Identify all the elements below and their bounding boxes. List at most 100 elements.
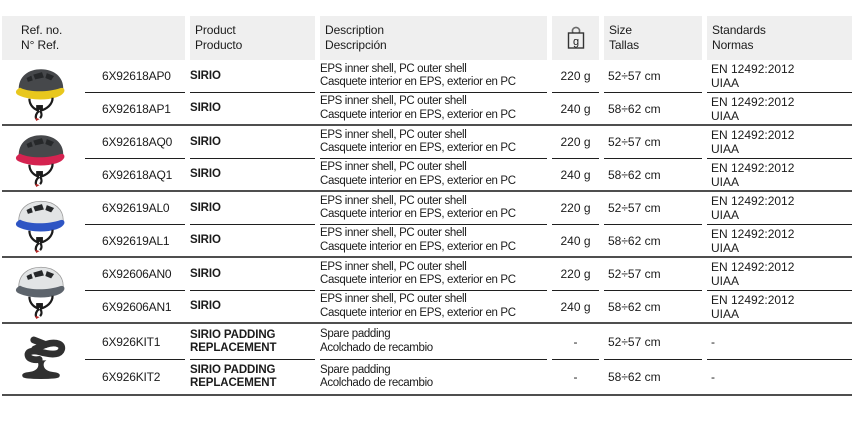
ref-no-cell: 6X92618AP1 (85, 92, 185, 124)
weight-cell: 240 g (552, 92, 599, 124)
header-description-es: Descripción (325, 38, 387, 52)
description-cell: Spare padding Acolchado de recambio (320, 359, 547, 394)
table-row-group: 6X92619AL0 SIRIO EPS inner shell, PC out… (2, 192, 852, 258)
standards-cell: - (707, 324, 852, 359)
description-cell: EPS inner shell, PC outer shell Casquete… (320, 60, 547, 92)
spare-padding-image (2, 324, 80, 394)
helmet-dark-yellow-image (2, 60, 80, 124)
standard-line-1: - (711, 370, 715, 384)
description-en: EPS inner shell, PC outer shell (320, 128, 467, 141)
standards-cell: EN 12492:2012 UIAA (707, 126, 852, 158)
description-en: EPS inner shell, PC outer shell (320, 95, 467, 107)
table-row-group: 6X92618AP0 SIRIO EPS inner shell, PC out… (2, 60, 852, 126)
standard-line-1: EN 12492:2012 (711, 226, 795, 241)
standard-line-1: EN 12492:2012 (711, 260, 795, 274)
description-es: Casquete interior en EPS, exterior en PC (320, 108, 516, 121)
product-cell: SIRIO (190, 69, 221, 82)
description-en: EPS inner shell, PC outer shell (320, 260, 467, 273)
size-cell: 52÷57 cm (608, 334, 661, 349)
weight-cell: 220 g (560, 201, 591, 215)
helmet-illustration (15, 266, 65, 319)
size-cell: 52÷57 cm (608, 69, 661, 83)
weight-cell: 220 g (560, 135, 591, 149)
standards-cell: EN 12492:2012 UIAA (707, 158, 852, 190)
header-ref-es: N° Ref. (21, 38, 60, 52)
header-ref-en: Ref. no. (21, 23, 63, 37)
header-standards-es: Normas (712, 38, 754, 52)
standards-cell: EN 12492:2012 UIAA (707, 224, 852, 256)
description-cell: EPS inner shell, PC outer shell Casquete… (320, 258, 547, 290)
weight-grams-icon: g (566, 24, 586, 52)
standard-line-1: EN 12492:2012 (711, 128, 795, 142)
weight-cell: - (552, 359, 599, 394)
description-cell: Spare padding Acolchado de recambio (320, 324, 547, 359)
description-en: EPS inner shell, PC outer shell (320, 194, 467, 207)
standard-line-2: UIAA (711, 306, 740, 321)
header-product-es: Producto (195, 38, 243, 52)
helmet-illustration (15, 200, 65, 253)
ref-no-cell: 6X926KIT1 (102, 334, 161, 349)
size-cell: 58÷62 cm (604, 290, 702, 322)
size-cell: 52÷57 cm (608, 267, 661, 281)
standard-line-1: EN 12492:2012 (711, 62, 795, 76)
standards-cell: EN 12492:2012 UIAA (707, 92, 852, 124)
product-catalog-table: Ref. no. N° Ref. Product Producto Descri… (2, 16, 852, 396)
description-cell: EPS inner shell, PC outer shell Casquete… (320, 92, 547, 124)
standard-line-2: UIAA (711, 240, 740, 255)
table-row-group: 6X92618AQ0 SIRIO EPS inner shell, PC out… (2, 126, 852, 192)
description-cell: EPS inner shell, PC outer shell Casquete… (320, 126, 547, 158)
product-cell: SIRIO (190, 201, 221, 214)
size-cell: 52÷57 cm (608, 135, 661, 149)
weight-cell: - (573, 334, 578, 349)
description-cell: EPS inner shell, PC outer shell Casquete… (320, 224, 547, 256)
weight-cell: 240 g (552, 224, 599, 256)
standard-line-2: UIAA (711, 108, 740, 123)
standard-line-2: UIAA (711, 76, 740, 90)
product-cell: SIRIO (190, 135, 221, 148)
header-weight: g (552, 16, 599, 60)
header-size-en: Size (609, 23, 632, 37)
standards-cell: EN 12492:2012 UIAA (707, 290, 852, 322)
description-en: EPS inner shell, PC outer shell (320, 62, 467, 75)
ref-no-cell: 6X92619AL1 (85, 224, 185, 256)
helmet-illustration (15, 135, 65, 187)
product-cell: SIRIO (190, 267, 221, 280)
table-body: 6X92618AP0 SIRIO EPS inner shell, PC out… (2, 60, 852, 396)
standard-line-1: EN 12492:2012 (711, 94, 795, 109)
standard-line-2: UIAA (711, 174, 740, 189)
description-es: Casquete interior en EPS, exterior en PC (320, 274, 516, 286)
header-description-en: Description (325, 23, 384, 37)
description-en: Spare padding (320, 328, 391, 340)
helmet-white-grey-image (2, 258, 80, 322)
description-cell: EPS inner shell, PC outer shell Casquete… (320, 192, 547, 224)
size-cell: 58÷62 cm (604, 359, 702, 394)
ref-no-cell: 6X92618AP0 (102, 69, 171, 83)
description-en: EPS inner shell, PC outer shell (320, 293, 467, 305)
ref-no-cell: 6X926KIT2 (85, 359, 185, 394)
ref-no-cell: 6X92619AL0 (102, 201, 170, 215)
weight-cell: 240 g (552, 158, 599, 190)
size-cell: 58÷62 cm (604, 158, 702, 190)
weight-cell: 220 g (560, 267, 591, 281)
standards-cell: EN 12492:2012 UIAA (707, 192, 852, 224)
standard-line-2: UIAA (711, 274, 740, 288)
size-cell: 52÷57 cm (608, 201, 661, 215)
product-cell: SIRIO (190, 290, 315, 322)
description-en: Spare padding (320, 363, 391, 376)
product-cell: SIRIO PADDING REPLACEMENT (190, 359, 315, 394)
standard-line-2: UIAA (711, 208, 740, 222)
product-cell: SIRIO PADDING REPLACEMENT (190, 328, 277, 354)
weight-cell: 240 g (552, 290, 599, 322)
size-cell: 58÷62 cm (604, 92, 702, 124)
description-es: Casquete interior en EPS, exterior en PC (320, 76, 516, 88)
header-standards: Standards Normas (707, 16, 852, 60)
standard-line-1: - (711, 334, 715, 349)
standard-line-1: EN 12492:2012 (711, 160, 795, 175)
helmet-white-blue-image (2, 192, 80, 256)
table-row-group: 6X92606AN0 SIRIO EPS inner shell, PC out… (2, 258, 852, 324)
ref-no-cell: 6X92606AN0 (102, 267, 172, 281)
description-es: Casquete interior en EPS, exterior en PC (320, 142, 516, 154)
description-es: Acolchado de recambio (320, 341, 433, 354)
product-cell: SIRIO (190, 158, 315, 190)
standard-line-1: EN 12492:2012 (711, 194, 795, 208)
